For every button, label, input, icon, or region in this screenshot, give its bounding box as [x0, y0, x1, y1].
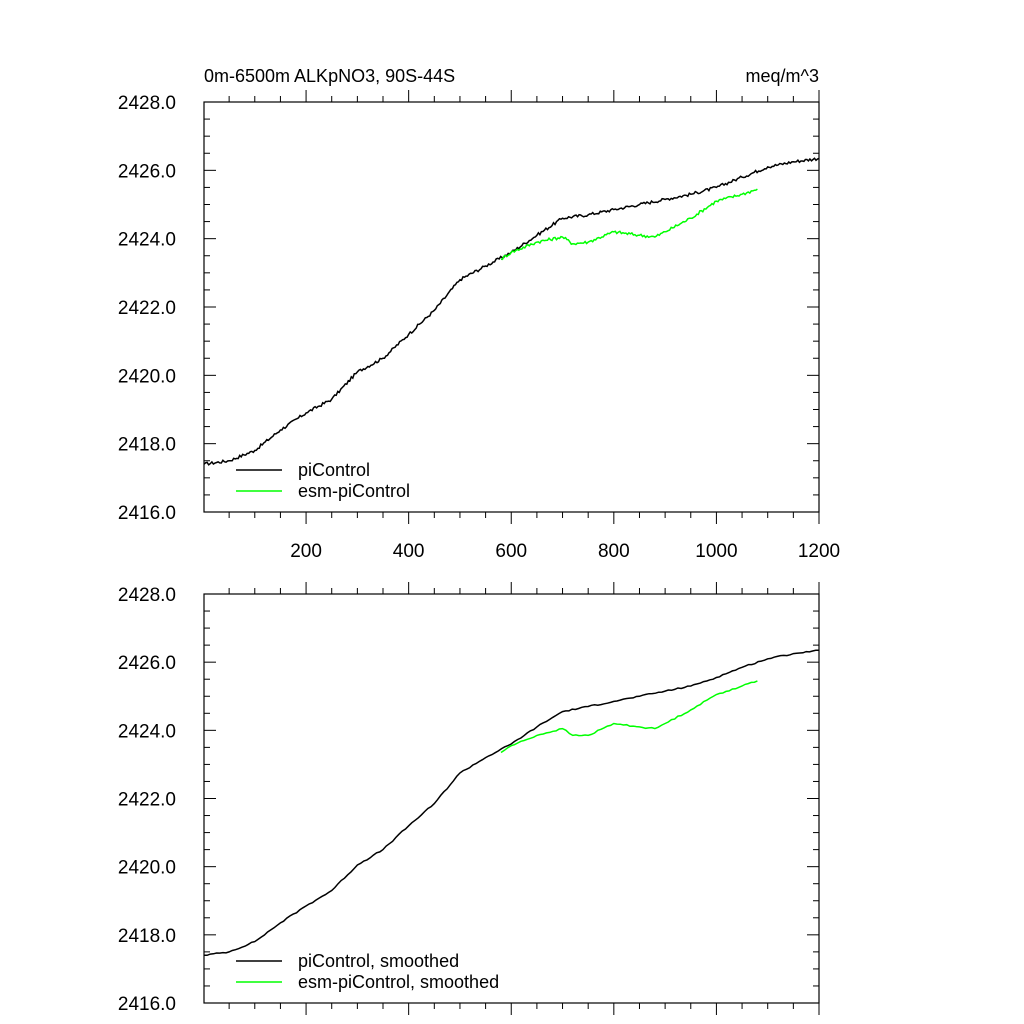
plot-frame — [203, 101, 820, 513]
y-tick-label: 2426.0 — [118, 653, 176, 674]
chart-title: 0m-6500m ALKpNO3, 90S-44S — [204, 66, 455, 86]
legend-label: esm-piControl, smoothed — [298, 972, 499, 992]
chart-panel-1: 2416.0 2418.0 2420.0 2422.0 2424.0 2426.0 2428… — [118, 66, 840, 562]
y-tick-label: 2422.0 — [118, 298, 176, 319]
x-tick-label: 600 — [495, 541, 527, 562]
chart-panel-2: 2416.0 2418.0 2420.0 2422.0 2424.0 2426.0 2428… — [118, 582, 820, 1015]
y-tick-label: 2416.0 — [118, 994, 176, 1015]
legend-label: esm-piControl — [298, 481, 410, 501]
series-line-2 — [500, 188, 758, 261]
plot-frame — [203, 593, 820, 1004]
y-tick-label: 2420.0 — [118, 858, 176, 879]
y-tick-label: 2418.0 — [118, 926, 176, 947]
y-tick-label: 2418.0 — [118, 435, 176, 456]
y-tick-label: 2426.0 — [118, 161, 176, 182]
y-tick-label: 2424.0 — [118, 721, 176, 742]
legend-label: piControl — [298, 460, 370, 480]
x-tick-label: 400 — [393, 541, 425, 562]
x-tick-label: 1200 — [798, 541, 840, 562]
y-tick-label: 2422.0 — [118, 790, 176, 811]
y-tick-label: 2424.0 — [118, 230, 176, 251]
x-tick-label: 1000 — [695, 541, 737, 562]
series-line-1 — [204, 649, 819, 957]
units-label: meq/m^3 — [746, 66, 819, 86]
x-tick-label: 200 — [290, 541, 322, 562]
y-tick-label: 2428.0 — [118, 585, 176, 606]
y-tick-label: 2428.0 — [118, 93, 176, 114]
x-tick-label: 800 — [598, 541, 630, 562]
series-line-1 — [204, 157, 819, 466]
series-line-2 — [500, 680, 758, 754]
y-tick-label: 2416.0 — [118, 503, 176, 524]
y-tick-label: 2420.0 — [118, 366, 176, 387]
legend-label: piControl, smoothed — [298, 951, 459, 971]
